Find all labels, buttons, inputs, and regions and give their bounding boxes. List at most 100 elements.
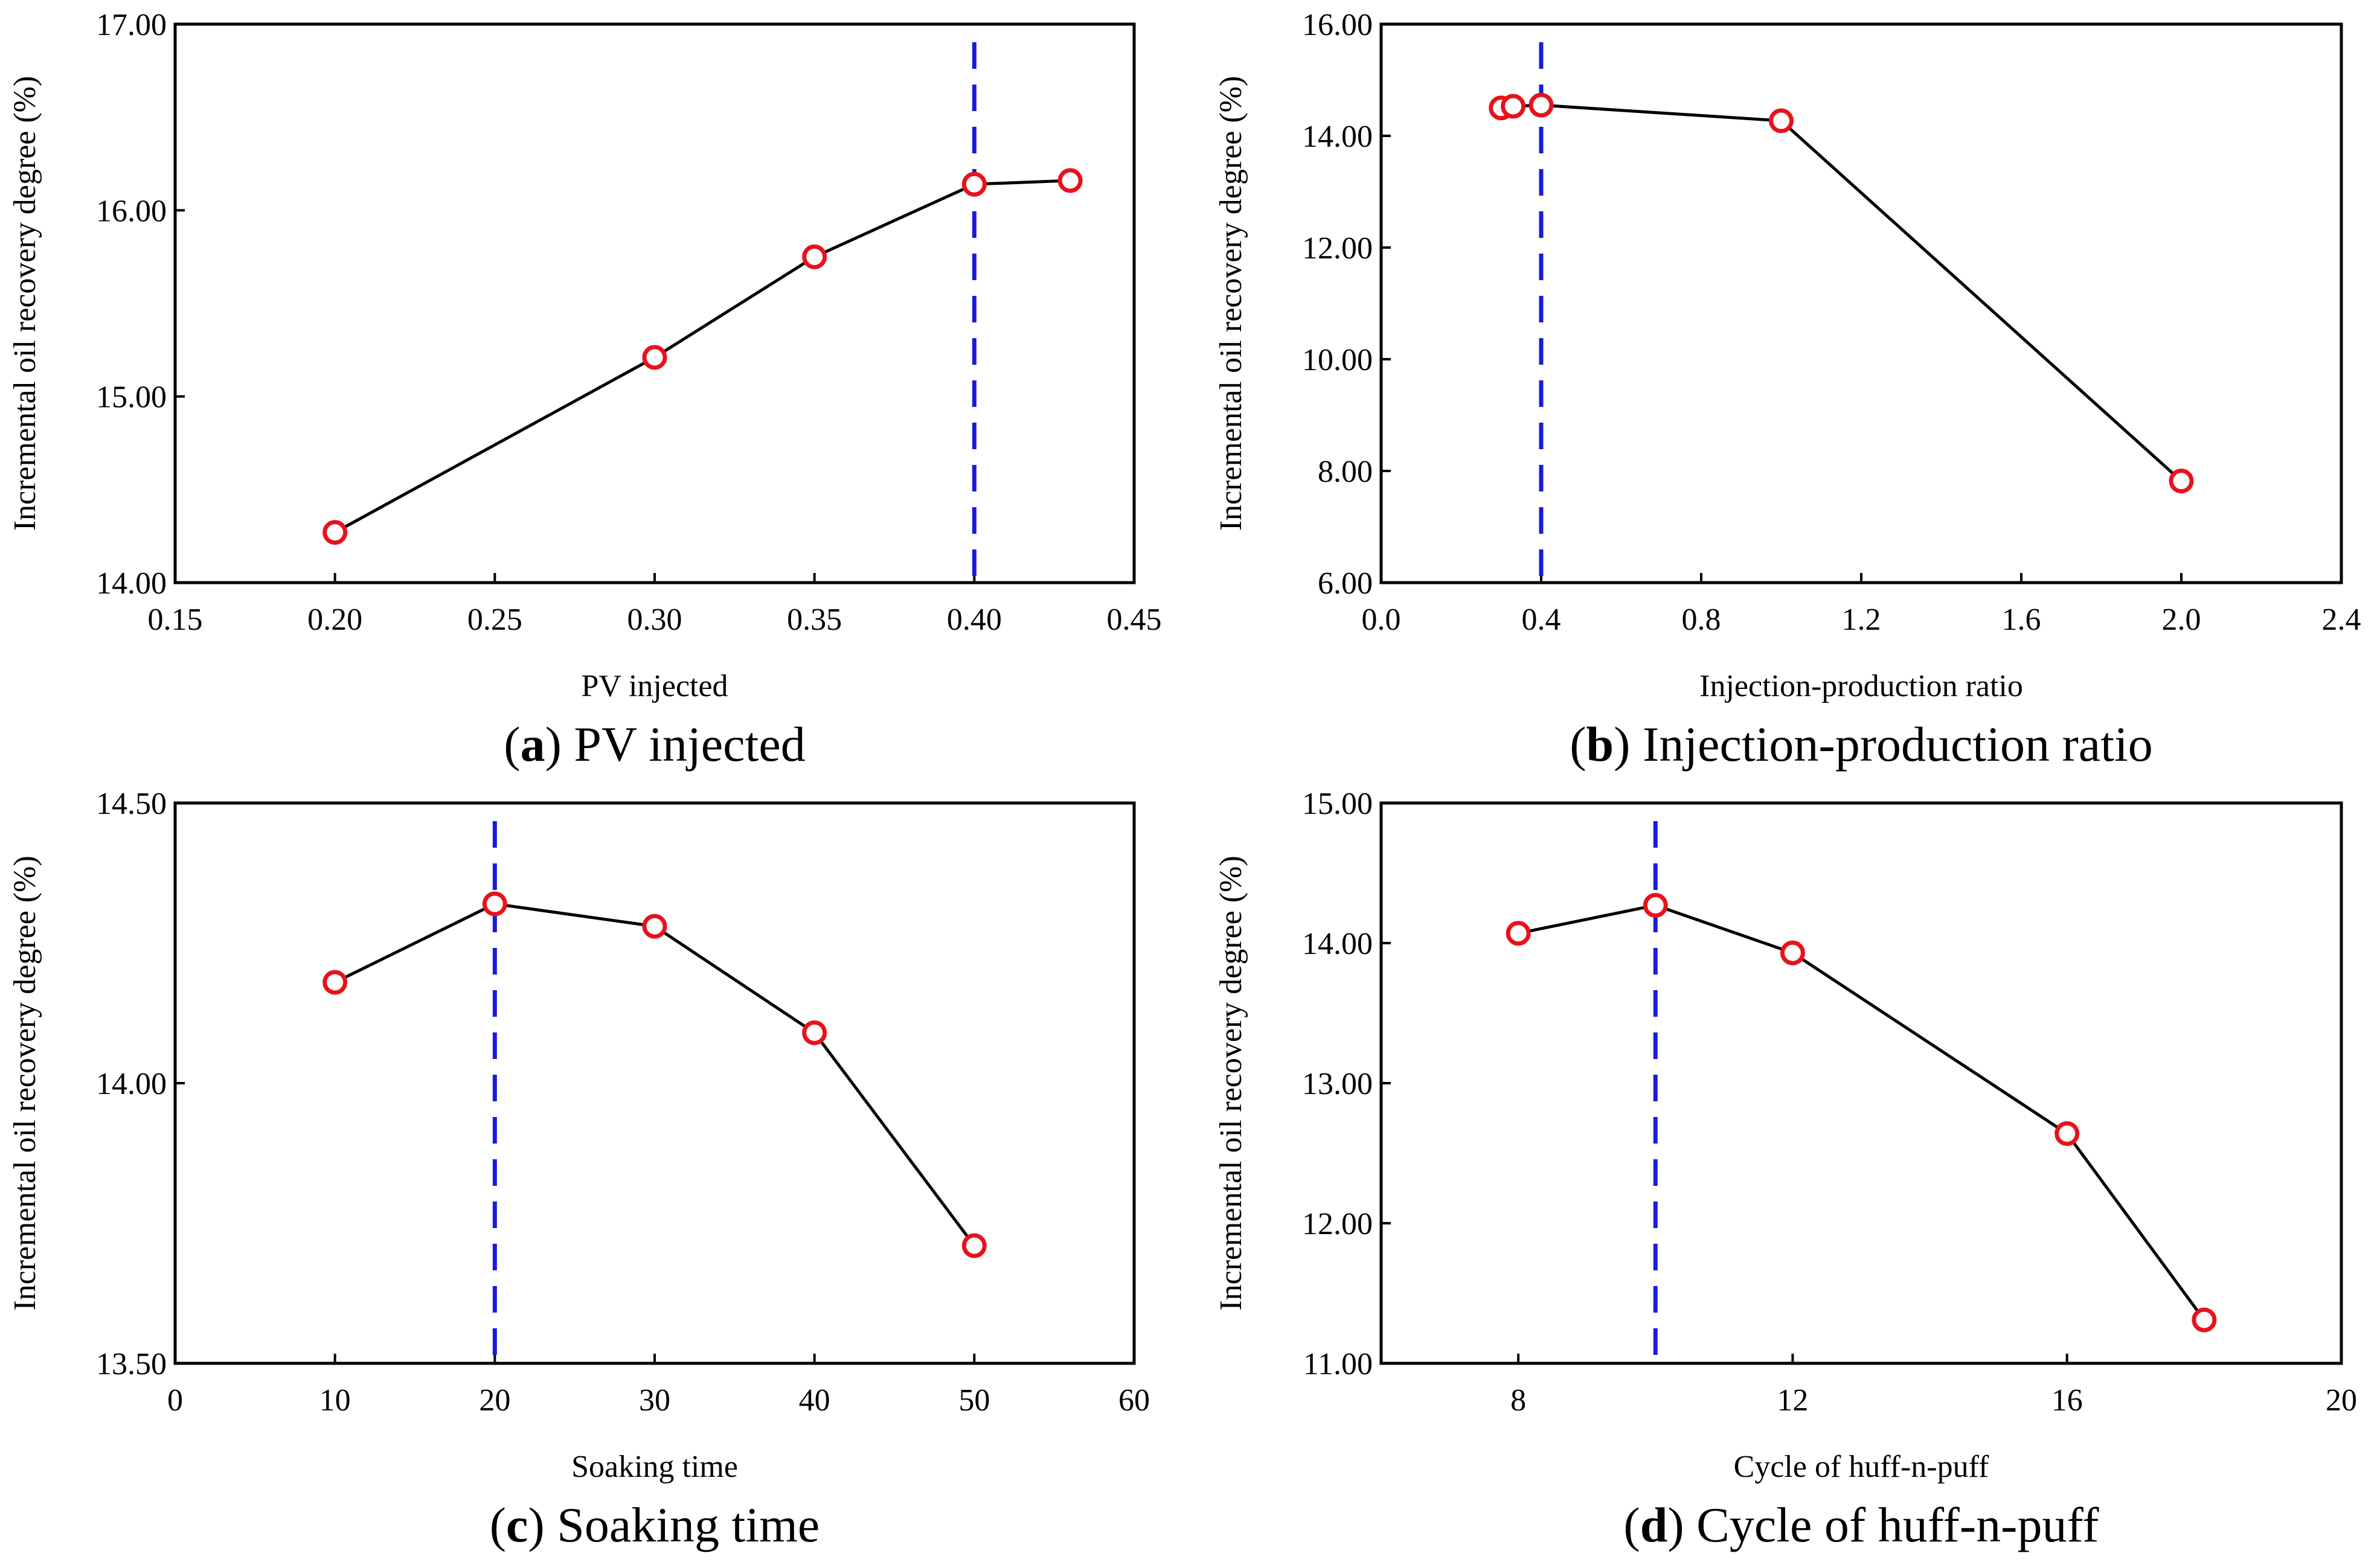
plot-frame bbox=[1379, 801, 2343, 1365]
y-tick-label: 16.00 bbox=[1302, 8, 1373, 42]
chart-panel-b: 0.0 0.4 0.8 1.2 1.6 2.0 2.4 6.00 8.00 10.00 12.00 1… bbox=[1214, 8, 2361, 772]
data-point bbox=[961, 1233, 987, 1258]
caption-text: Cycle of huff-n-puff bbox=[1696, 1497, 2099, 1552]
x-tick-label: 0.45 bbox=[1107, 603, 1162, 637]
caption-text: Injection-production ratio bbox=[1643, 717, 2153, 772]
x-axis-label: Cycle of huff-n-puff bbox=[1734, 1450, 1989, 1484]
panel-caption: (c) Soaking time bbox=[490, 1497, 820, 1552]
series-line bbox=[1518, 903, 2205, 1321]
y-tick-label: 14.50 bbox=[96, 787, 167, 821]
x-tick-label: 40 bbox=[799, 1383, 830, 1418]
x-tick-label: 20 bbox=[479, 1383, 510, 1418]
data-point bbox=[802, 244, 827, 269]
panel-caption: (a) PV injected bbox=[504, 717, 806, 772]
x-tick-label: 0.8 bbox=[1682, 603, 1721, 637]
x-tick-label: 0.20 bbox=[307, 603, 362, 637]
y-tick-label: 14.00 bbox=[1302, 927, 1373, 961]
x-tick-label: 10 bbox=[319, 1383, 351, 1418]
x-tick-label: 8 bbox=[1510, 1383, 1526, 1418]
y-axis-label: Incremental oil recovery degree (%) bbox=[1214, 76, 1248, 531]
caption-paren-close: ) bbox=[1667, 1497, 1696, 1552]
caption-letter: a bbox=[521, 717, 545, 772]
chart-panel-d: 8 12 16 20 11.00 12.00 13.00 14.00 15.00 Cycle of… bbox=[1214, 787, 2357, 1552]
y-tick-label: 6.00 bbox=[1318, 566, 1373, 601]
y-tick-label: 14.00 bbox=[96, 566, 167, 601]
data-point bbox=[322, 970, 348, 995]
panel-caption: (d) Cycle of huff-n-puff bbox=[1623, 1497, 2099, 1552]
x-tick-label: 12 bbox=[1777, 1383, 1808, 1418]
x-tick-label: 0.40 bbox=[947, 603, 1002, 637]
caption-paren-open: ( bbox=[504, 717, 520, 772]
x-tick-label: 60 bbox=[1118, 1383, 1150, 1418]
x-tick-label: 0.15 bbox=[148, 603, 203, 637]
caption-paren-open: ( bbox=[1570, 717, 1586, 772]
y-tick-label: 15.00 bbox=[96, 380, 167, 415]
x-tick-label: 1.2 bbox=[1842, 603, 1881, 637]
caption-letter: d bbox=[1640, 1497, 1668, 1552]
plot-frame bbox=[173, 801, 1136, 1365]
series-line bbox=[1501, 103, 2183, 482]
x-tick-label: 50 bbox=[958, 1383, 990, 1418]
y-axis-label: Incremental oil recovery degree (%) bbox=[8, 76, 42, 531]
y-tick-label: 12.00 bbox=[1302, 1207, 1373, 1241]
x-axis-label: Injection-production ratio bbox=[1699, 669, 2023, 703]
data-point bbox=[1769, 108, 1794, 133]
data-point bbox=[2192, 1307, 2217, 1333]
x-tick-label: 30 bbox=[639, 1383, 670, 1418]
x-axis-label: PV injected bbox=[581, 669, 728, 703]
data-point bbox=[482, 891, 507, 917]
x-tick-label: 0.35 bbox=[787, 603, 842, 637]
data-point bbox=[1780, 940, 1805, 965]
caption-text: Soaking time bbox=[557, 1497, 820, 1552]
series-line bbox=[334, 179, 1071, 534]
caption-paren-close: ) bbox=[1614, 717, 1643, 772]
x-tick-label: 20 bbox=[2326, 1383, 2357, 1418]
caption-paren-close: ) bbox=[528, 1497, 557, 1552]
data-point bbox=[1528, 92, 1554, 118]
y-tick-label: 15.00 bbox=[1302, 787, 1373, 821]
data-point bbox=[1506, 921, 1531, 946]
y-tick-label: 17.00 bbox=[96, 8, 167, 42]
y-tick-label: 8.00 bbox=[1318, 455, 1373, 489]
chart-panel-a: 0.15 0.20 0.25 0.30 0.35 0.40 0.45 14.00 15.00 16… bbox=[8, 8, 1162, 772]
data-point bbox=[1643, 892, 1668, 918]
data-point bbox=[961, 171, 987, 197]
caption-paren-open: ( bbox=[490, 1497, 506, 1552]
caption-paren-close: ) bbox=[545, 717, 574, 772]
data-point bbox=[1501, 94, 1526, 119]
x-tick-label: 16 bbox=[2051, 1383, 2083, 1418]
data-point bbox=[2169, 469, 2194, 494]
caption-paren-open: ( bbox=[1623, 1497, 1640, 1552]
caption-text: PV injected bbox=[574, 717, 805, 772]
x-axis-label: Soaking time bbox=[571, 1450, 738, 1484]
y-tick-label: 12.00 bbox=[1302, 231, 1373, 266]
x-tick-label: 0.4 bbox=[1522, 603, 1561, 637]
x-tick-label: 0.25 bbox=[467, 603, 522, 637]
chart-panel-c: 0 10 20 30 40 50 60 13.50 14.00 14.50 Soaking time… bbox=[8, 787, 1150, 1552]
y-axis-label: Incremental oil recovery degree (%) bbox=[1214, 856, 1248, 1311]
y-tick-label: 14.00 bbox=[1302, 120, 1373, 154]
data-point bbox=[802, 1020, 827, 1045]
data-point bbox=[642, 345, 667, 370]
x-tick-label: 0.0 bbox=[1362, 603, 1401, 637]
y-axis-label: Incremental oil recovery degree (%) bbox=[8, 856, 42, 1311]
x-tick-label: 1.6 bbox=[2002, 603, 2041, 637]
x-tick-label: 0.30 bbox=[627, 603, 682, 637]
x-tick-label: 0 bbox=[167, 1383, 183, 1418]
y-tick-label: 14.00 bbox=[96, 1067, 167, 1101]
panel-caption: (b) Injection-production ratio bbox=[1570, 717, 2153, 772]
data-point bbox=[2054, 1121, 2080, 1147]
y-tick-label: 16.00 bbox=[96, 194, 167, 228]
x-tick-label: 2.0 bbox=[2162, 603, 2201, 637]
data-point bbox=[1057, 168, 1083, 193]
data-point bbox=[322, 520, 348, 545]
data-point bbox=[642, 914, 667, 939]
caption-letter: c bbox=[506, 1497, 528, 1552]
y-tick-label: 11.00 bbox=[1303, 1347, 1373, 1381]
y-tick-label: 13.00 bbox=[1302, 1067, 1373, 1101]
plot-frame bbox=[173, 22, 1136, 584]
series-line bbox=[334, 902, 976, 1247]
y-tick-label: 13.50 bbox=[96, 1347, 167, 1381]
y-tick-label: 10.00 bbox=[1302, 343, 1373, 377]
